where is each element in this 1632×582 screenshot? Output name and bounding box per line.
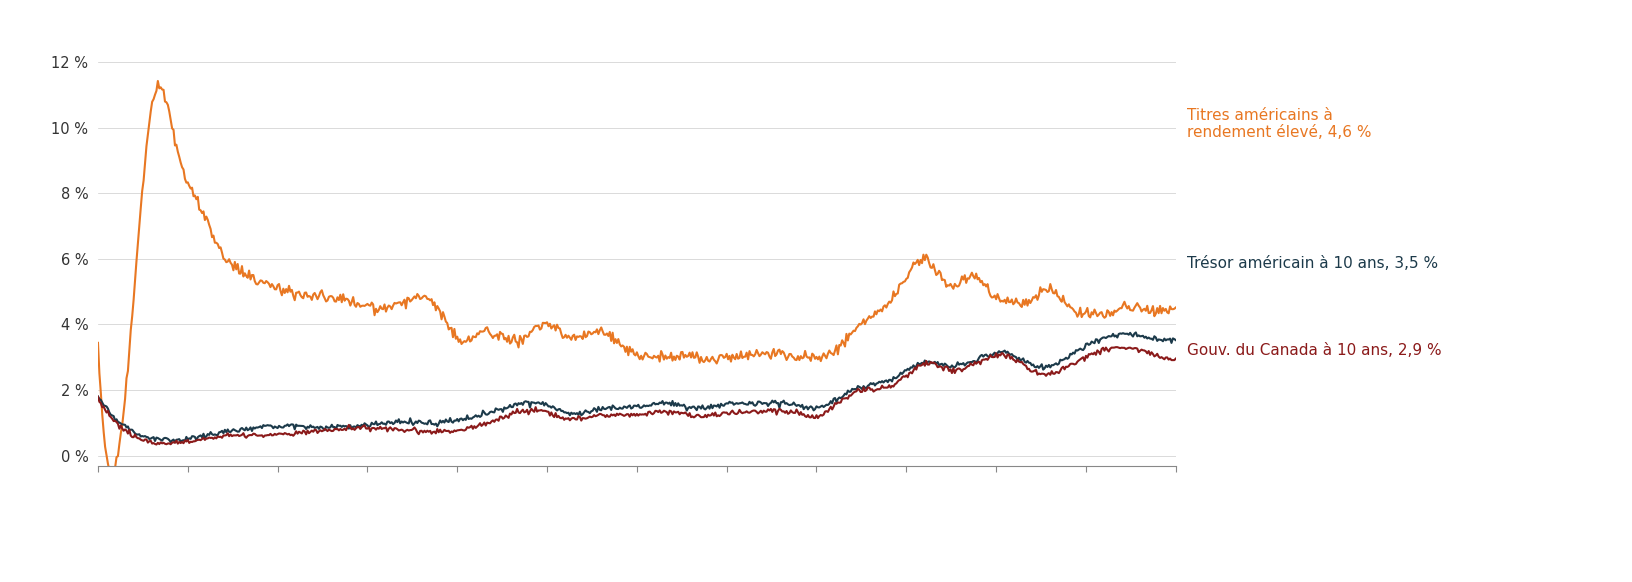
Text: Gouv. du Canada à 10 ans, 2,9 %: Gouv. du Canada à 10 ans, 2,9 % [1186, 343, 1441, 359]
Text: Trésor américain à 10 ans, 3,5 %: Trésor américain à 10 ans, 3,5 % [1186, 256, 1436, 271]
Text: Titres américains à
rendement élevé, 4,6 %: Titres américains à rendement élevé, 4,6… [1186, 108, 1371, 140]
